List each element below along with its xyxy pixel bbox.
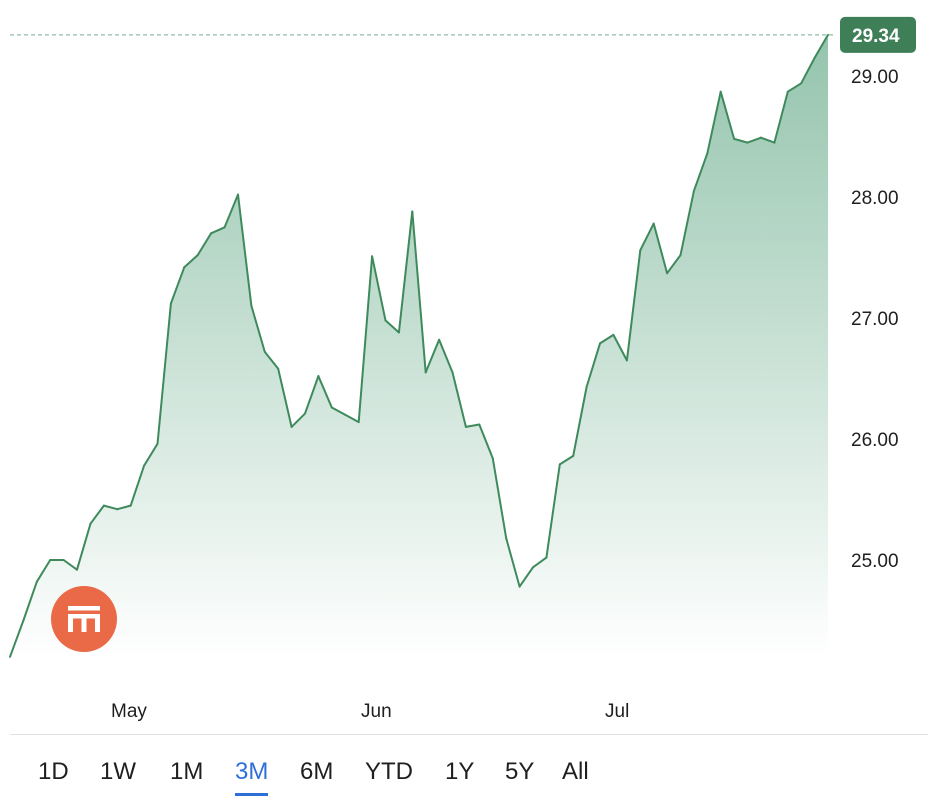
range-1m-button[interactable]: 1M — [170, 758, 204, 785]
price-line-segment — [371, 255, 387, 322]
price-line-segment — [786, 82, 803, 93]
price-line-segment — [76, 522, 92, 571]
brand-logo — [51, 586, 117, 652]
price-line-segment — [424, 338, 441, 374]
price-line-segment — [35, 559, 52, 583]
price-line-segment — [612, 333, 628, 362]
x-axis-ticks: May Jun Jul — [111, 701, 629, 722]
range-3m-button[interactable]: 3M — [235, 752, 269, 796]
price-line-segment — [250, 304, 266, 353]
price-line-segment — [451, 371, 467, 428]
price-line-segment — [210, 226, 226, 235]
price-line-segment — [599, 333, 615, 345]
price-line-segment — [22, 580, 38, 622]
range-1w-button[interactable]: 1W — [100, 758, 136, 785]
price-line-segment — [746, 136, 762, 144]
price-line-segment — [464, 423, 481, 428]
y-tick-label: 28.00 — [851, 188, 899, 209]
price-line-segment — [263, 350, 280, 370]
price-line-segment — [183, 254, 199, 269]
price-chart: 25.00 26.00 27.00 28.00 29.00 May Jun Jul 29.3… — [9, 16, 916, 722]
last-value-badge-bg — [840, 16, 916, 53]
price-line-segment — [572, 386, 588, 457]
price-line-segment — [223, 193, 239, 229]
price-line-segment — [706, 90, 722, 155]
price-line-segment — [330, 406, 347, 416]
price-line-segment — [478, 423, 494, 460]
price-line-segment — [719, 90, 736, 140]
price-line-segment — [639, 222, 655, 252]
price-line-segment — [625, 249, 642, 362]
price-line-segment — [666, 254, 682, 275]
price-line-segment — [411, 210, 427, 374]
price-line-segment — [532, 556, 548, 569]
price-line-segment — [196, 232, 213, 257]
price-line-segment — [102, 504, 119, 511]
y-axis-ticks: 25.00 26.00 27.00 28.00 29.00 — [851, 67, 899, 572]
y-tick-label: 29.00 — [851, 67, 899, 88]
price-line-segment — [62, 559, 78, 571]
range-all-button[interactable]: All — [562, 758, 589, 785]
price-line-segment — [585, 342, 601, 388]
price-line-segment — [397, 210, 414, 334]
last-value-badge-label: 29.34 — [852, 26, 900, 47]
price-line-segment — [545, 463, 561, 559]
range-divider — [10, 734, 928, 735]
price-line-segment — [773, 90, 789, 144]
range-6m-button[interactable]: 6M — [300, 758, 334, 785]
price-line-segment — [169, 266, 186, 305]
price-line-segment — [9, 619, 25, 658]
x-tick-label: May — [111, 701, 147, 722]
range-ytd-button[interactable]: YTD — [365, 758, 413, 785]
price-line-segment — [143, 442, 159, 467]
last-value-badge: 29.34 — [840, 16, 916, 53]
price-line-segment — [760, 136, 776, 144]
price-line-segment — [344, 413, 360, 424]
x-tick-label: Jun — [361, 701, 392, 722]
price-line-segment — [491, 457, 508, 540]
range-5y-button[interactable]: 5Y — [505, 758, 535, 785]
bank-building-icon — [68, 606, 100, 632]
price-line-segment — [116, 504, 132, 511]
price-line-segment — [237, 193, 253, 307]
price-line-segment — [652, 222, 669, 275]
x-tick-label: Jul — [605, 701, 629, 722]
price-line-segments — [9, 33, 829, 658]
price-line-segment — [129, 464, 146, 507]
price-line-segment — [558, 454, 575, 466]
price-line-segment — [800, 56, 816, 85]
price-line-segment — [679, 189, 695, 257]
price-line-segment — [277, 367, 293, 428]
price-area-fill — [10, 34, 828, 657]
range-1y-button[interactable]: 1Y — [445, 758, 475, 785]
price-line-segment — [692, 152, 709, 192]
y-tick-label: 25.00 — [851, 551, 899, 572]
price-line-segment — [304, 375, 320, 415]
price-line-segment — [733, 137, 749, 144]
price-line-segment — [89, 504, 105, 525]
range-1d-button[interactable]: 1D — [38, 758, 69, 785]
price-line-segment — [505, 537, 521, 588]
price-line-segment — [384, 319, 400, 334]
price-line-segment — [156, 302, 172, 445]
price-line-segment — [518, 566, 534, 588]
price-line-segment — [813, 33, 829, 59]
y-tick-label: 27.00 — [851, 309, 899, 330]
price-line-segment — [438, 338, 454, 374]
price-line-segment — [317, 375, 333, 409]
price-line-segment — [357, 255, 374, 424]
price-line-segment — [290, 412, 306, 428]
y-tick-label: 26.00 — [851, 430, 899, 451]
